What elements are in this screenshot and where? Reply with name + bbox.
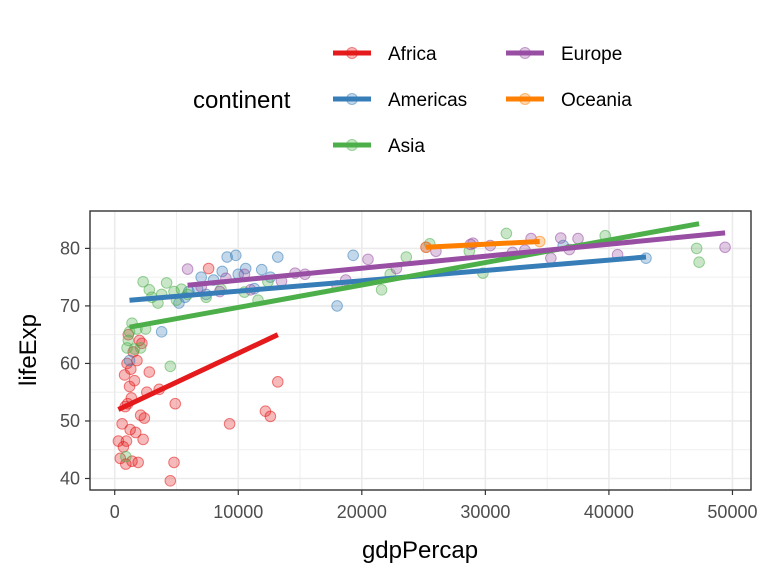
data-point-asia <box>137 275 149 288</box>
data-point-asia <box>500 227 513 240</box>
data-point-africa <box>168 456 180 469</box>
trend-line-asia <box>129 221 700 330</box>
data-point-africa <box>118 369 131 381</box>
trend-lines <box>117 221 726 412</box>
plot-panel-background <box>90 211 751 490</box>
legend-key-americas-point <box>346 93 358 105</box>
x-tick-label: 30000 <box>460 502 510 522</box>
legend-title: continent <box>193 87 291 114</box>
x-tick-label: 20000 <box>337 502 387 522</box>
data-point-africa <box>271 376 284 388</box>
data-point-africa <box>129 426 142 439</box>
legend-label-africa: Africa <box>388 44 437 65</box>
data-point-asia <box>690 242 703 255</box>
data-point-americas <box>331 300 343 312</box>
data-point-africa <box>143 366 156 378</box>
legend-item-asia: Asia <box>333 136 425 157</box>
data-point-africa <box>124 423 136 436</box>
data-point-africa <box>164 474 177 487</box>
x-axis-ticks: 0 10000 20000 30000 40000 50000 <box>110 490 757 522</box>
y-tick-label: 50 <box>60 411 80 431</box>
y-tick-label: 80 <box>60 238 80 258</box>
x-tick-label: 0 <box>110 502 120 522</box>
data-point-africa <box>169 397 182 410</box>
data-point-africa <box>120 435 133 447</box>
data-point-africa <box>137 433 149 446</box>
trend-line-europe <box>187 230 726 288</box>
x-tick-label: 50000 <box>707 502 757 522</box>
legend-label-oceania: Oceania <box>561 90 632 111</box>
data-point-asia <box>134 342 147 354</box>
data-point-asia <box>120 450 132 463</box>
data-point-europe <box>719 241 731 254</box>
data-point-asia <box>160 277 173 289</box>
legend-label-americas: Americas <box>388 90 467 111</box>
data-point-americas <box>216 265 228 278</box>
data-point-africa <box>116 418 128 430</box>
data-point-americas <box>195 271 207 283</box>
data-point-europe <box>362 253 374 266</box>
x-tick-label: 10000 <box>213 502 263 522</box>
data-point-europe <box>545 252 557 264</box>
data-point-africa <box>124 363 137 375</box>
y-axis-title: lifeExp <box>15 314 42 386</box>
data-point-africa <box>223 418 236 430</box>
data-point-asia <box>375 284 388 296</box>
data-point-europe <box>572 232 584 245</box>
legend: continent Africa Americas Asia Europe Oc… <box>193 44 632 157</box>
plot-panel-border <box>89 210 752 491</box>
data-point-africa <box>128 374 141 387</box>
legend-key-asia-point <box>346 139 358 151</box>
data-point-africa <box>138 412 151 424</box>
data-point-americas <box>271 251 284 263</box>
legend-key-europe-point <box>519 47 531 59</box>
data-point-africa <box>264 410 277 423</box>
data-point-americas <box>221 251 233 263</box>
y-tick-label: 70 <box>60 296 80 316</box>
y-axis-ticks: 40 50 60 70 80 <box>60 238 90 488</box>
x-axis-title: gdpPercap <box>362 537 478 564</box>
legend-label-asia: Asia <box>388 136 425 157</box>
data-point-africa <box>202 262 215 275</box>
legend-item-americas: Americas <box>333 90 467 111</box>
legend-key-africa-point <box>346 47 358 59</box>
data-point-americas <box>347 249 359 262</box>
data-point-asia <box>693 256 705 268</box>
data-point-americas <box>229 249 242 262</box>
trend-line-oceania <box>425 239 540 250</box>
trend-line-africa <box>117 332 279 412</box>
x-tick-label: 40000 <box>584 502 634 522</box>
data-point-americas <box>255 263 268 276</box>
data-point-americas <box>155 326 168 338</box>
data-point-americas <box>123 354 136 367</box>
data-point-asia <box>164 360 177 373</box>
legend-item-europe: Europe <box>506 44 622 65</box>
data-point-europe <box>181 263 194 275</box>
legend-label-europe: Europe <box>561 44 622 65</box>
legend-item-oceania: Oceania <box>506 90 632 111</box>
y-tick-label: 40 <box>60 468 80 488</box>
data-point-asia <box>122 334 135 347</box>
y-tick-label: 60 <box>60 353 80 373</box>
legend-item-africa: Africa <box>333 44 437 65</box>
data-point-africa <box>132 456 144 469</box>
data-point-europe <box>554 232 567 244</box>
legend-key-oceania-point <box>519 93 531 105</box>
data-point-asia <box>400 251 413 263</box>
